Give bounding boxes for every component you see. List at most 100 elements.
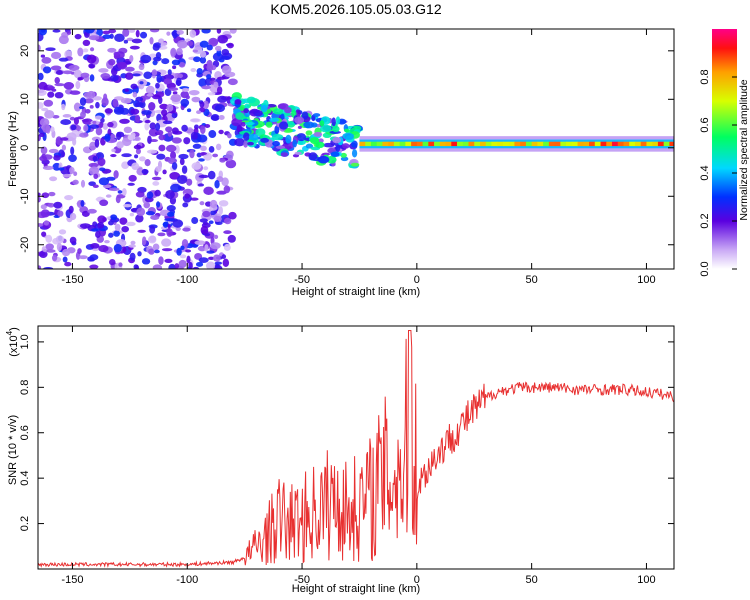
heatmap-cell	[133, 136, 141, 142]
heatmap-cell	[161, 58, 170, 65]
heatmap-cell	[434, 141, 441, 147]
snr-y-label: SNR (10 * v/v)	[7, 415, 19, 485]
heatmap-cell	[566, 141, 573, 147]
heatmap-cell	[94, 115, 102, 120]
heatmap-cell	[171, 59, 181, 66]
heatmap-cell	[214, 234, 219, 240]
heatmap-cell	[171, 162, 178, 170]
heatmap-cell	[70, 146, 75, 156]
heatmap-cell	[108, 232, 114, 238]
heatmap-cell	[317, 155, 330, 164]
heatmap-cell	[220, 55, 231, 60]
heatmap-cell	[294, 116, 305, 124]
heatmap-cell	[284, 106, 292, 114]
heatmap-cell	[388, 141, 395, 147]
heatmap-cell	[382, 141, 389, 147]
heatmap-cell	[121, 161, 130, 170]
heatmap-cell	[165, 126, 173, 133]
heatmap-cell	[100, 72, 111, 79]
heatmap-cell	[158, 256, 164, 265]
heatmap-cell	[214, 180, 220, 189]
heatmap-cell	[55, 136, 63, 146]
heatmap-cell	[203, 186, 214, 195]
heatmap-cell	[181, 238, 189, 248]
heatmap-cell	[296, 139, 306, 146]
heatmap-cell	[165, 144, 177, 153]
heatmap-cell	[123, 126, 133, 134]
heatmap-cell	[125, 221, 136, 227]
heatmap-cell	[223, 230, 232, 235]
heatmap-cell	[155, 166, 162, 173]
heatmap-cell	[208, 256, 215, 260]
heatmap-cell	[38, 72, 44, 81]
heatmap-cell	[95, 127, 103, 136]
heatmap-cell	[119, 118, 130, 124]
heatmap-cell	[50, 51, 62, 60]
heatmap-cell	[199, 218, 208, 223]
heatmap-cell	[56, 242, 63, 252]
heatmap-cell	[198, 158, 205, 162]
heatmap-cell	[91, 136, 101, 142]
heatmap-cell	[253, 109, 263, 117]
heatmap-cell	[181, 124, 188, 132]
heatmap-cell	[146, 149, 158, 154]
heatmap-cell	[137, 229, 146, 233]
heatmap-cell	[52, 29, 61, 33]
heatmap-cell	[634, 141, 642, 147]
heatmap-cell	[305, 130, 313, 136]
heatmap-cell	[83, 98, 94, 104]
heatmap-cell	[41, 56, 52, 64]
heatmap-cell	[156, 201, 161, 208]
heatmap-cell	[224, 217, 232, 225]
heatmap-cell	[147, 135, 152, 145]
heatmap-cell	[206, 250, 215, 254]
heatmap-cell	[95, 230, 101, 239]
heatmap-cell	[41, 107, 49, 112]
heatmap-cell	[167, 69, 172, 76]
y-tick-label: 0.8	[19, 380, 31, 395]
heatmap-cell	[48, 191, 56, 197]
heatmap-cell	[99, 167, 106, 172]
heatmap-cell	[186, 178, 193, 186]
heatmap-cell	[330, 151, 340, 157]
heatmap-cell	[123, 39, 129, 44]
heatmap-cell	[101, 97, 109, 107]
heatmap-cell	[64, 261, 72, 267]
heatmap-cell	[326, 155, 337, 164]
heatmap-cell	[149, 37, 154, 45]
heatmap-cell	[130, 132, 136, 138]
heatmap-cell	[157, 232, 166, 237]
heatmap-cell	[40, 54, 46, 58]
heatmap-cell	[53, 201, 63, 209]
heatmap-cell	[190, 131, 198, 140]
heatmap-cell	[73, 171, 78, 177]
spectrogram-x-label: Height of straight line (km)	[292, 286, 420, 298]
heatmap-cell	[474, 141, 481, 147]
heatmap-cell	[144, 159, 151, 167]
heatmap-cell	[115, 195, 121, 204]
heatmap-cell	[218, 129, 224, 135]
heatmap-cell	[204, 124, 211, 129]
heatmap-cell	[196, 68, 203, 75]
heatmap-cell	[69, 90, 81, 95]
heatmap-cell	[54, 91, 64, 99]
heatmap-cell	[185, 95, 190, 100]
heatmap-cell	[176, 174, 188, 184]
heatmap-cell	[108, 187, 120, 192]
heatmap-cell	[315, 141, 325, 149]
heatmap-cell	[52, 114, 60, 119]
heatmap-cell	[134, 154, 139, 159]
heatmap-cell	[172, 29, 178, 39]
heatmap-cell	[198, 78, 207, 88]
heatmap-cell	[439, 141, 447, 147]
heatmap-cell	[110, 153, 117, 158]
heatmap-cell	[225, 159, 237, 169]
heatmap-cell	[73, 117, 80, 125]
heatmap-cell	[525, 141, 533, 147]
heatmap-cell	[170, 151, 177, 160]
heatmap-cell	[156, 153, 166, 160]
heatmap-cell	[277, 103, 287, 110]
heatmap-cell	[112, 99, 119, 107]
heatmap-cell	[152, 44, 160, 51]
heatmap-cell	[340, 156, 349, 162]
